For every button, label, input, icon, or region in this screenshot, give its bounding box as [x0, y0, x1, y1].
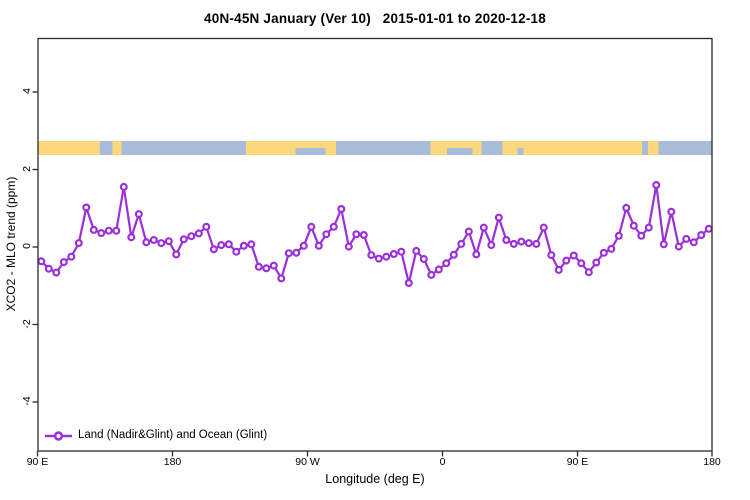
x-tick-label-0: 0: [439, 456, 446, 468]
x-tick-label-90e-right: 90 E: [566, 456, 589, 468]
legend-entry-label: Land (Nadir&Glint) and Ocean (Glint): [78, 429, 268, 441]
plot-frame: [32, 37, 713, 457]
y-tick-label-4: 4: [21, 88, 33, 94]
land-ocean-band: [37, 141, 713, 155]
legend-marker-icon: [45, 431, 72, 441]
data-series: [37, 181, 713, 288]
y-tick-label-0: 0: [21, 243, 33, 249]
y-tick-label-neg2: -2: [21, 318, 33, 329]
x-tick-label-90e-left: 90 E: [26, 456, 49, 468]
y-tick-label-2: 2: [21, 165, 33, 172]
y-tick-label-neg4: -4: [21, 396, 33, 406]
x-tick-label-180-right: 180: [703, 456, 721, 468]
x-tick-label-90w: 90 W: [295, 456, 320, 468]
x-axis-label: Longitude (deg E): [325, 472, 425, 486]
x-tick-label-180-left: 180: [163, 456, 182, 468]
chart-title: 40N-45N January (Ver 10) 2015-01-01 to 2…: [204, 11, 546, 26]
y-axis-label: XCO2 - MLO trend (ppm): [4, 176, 18, 312]
